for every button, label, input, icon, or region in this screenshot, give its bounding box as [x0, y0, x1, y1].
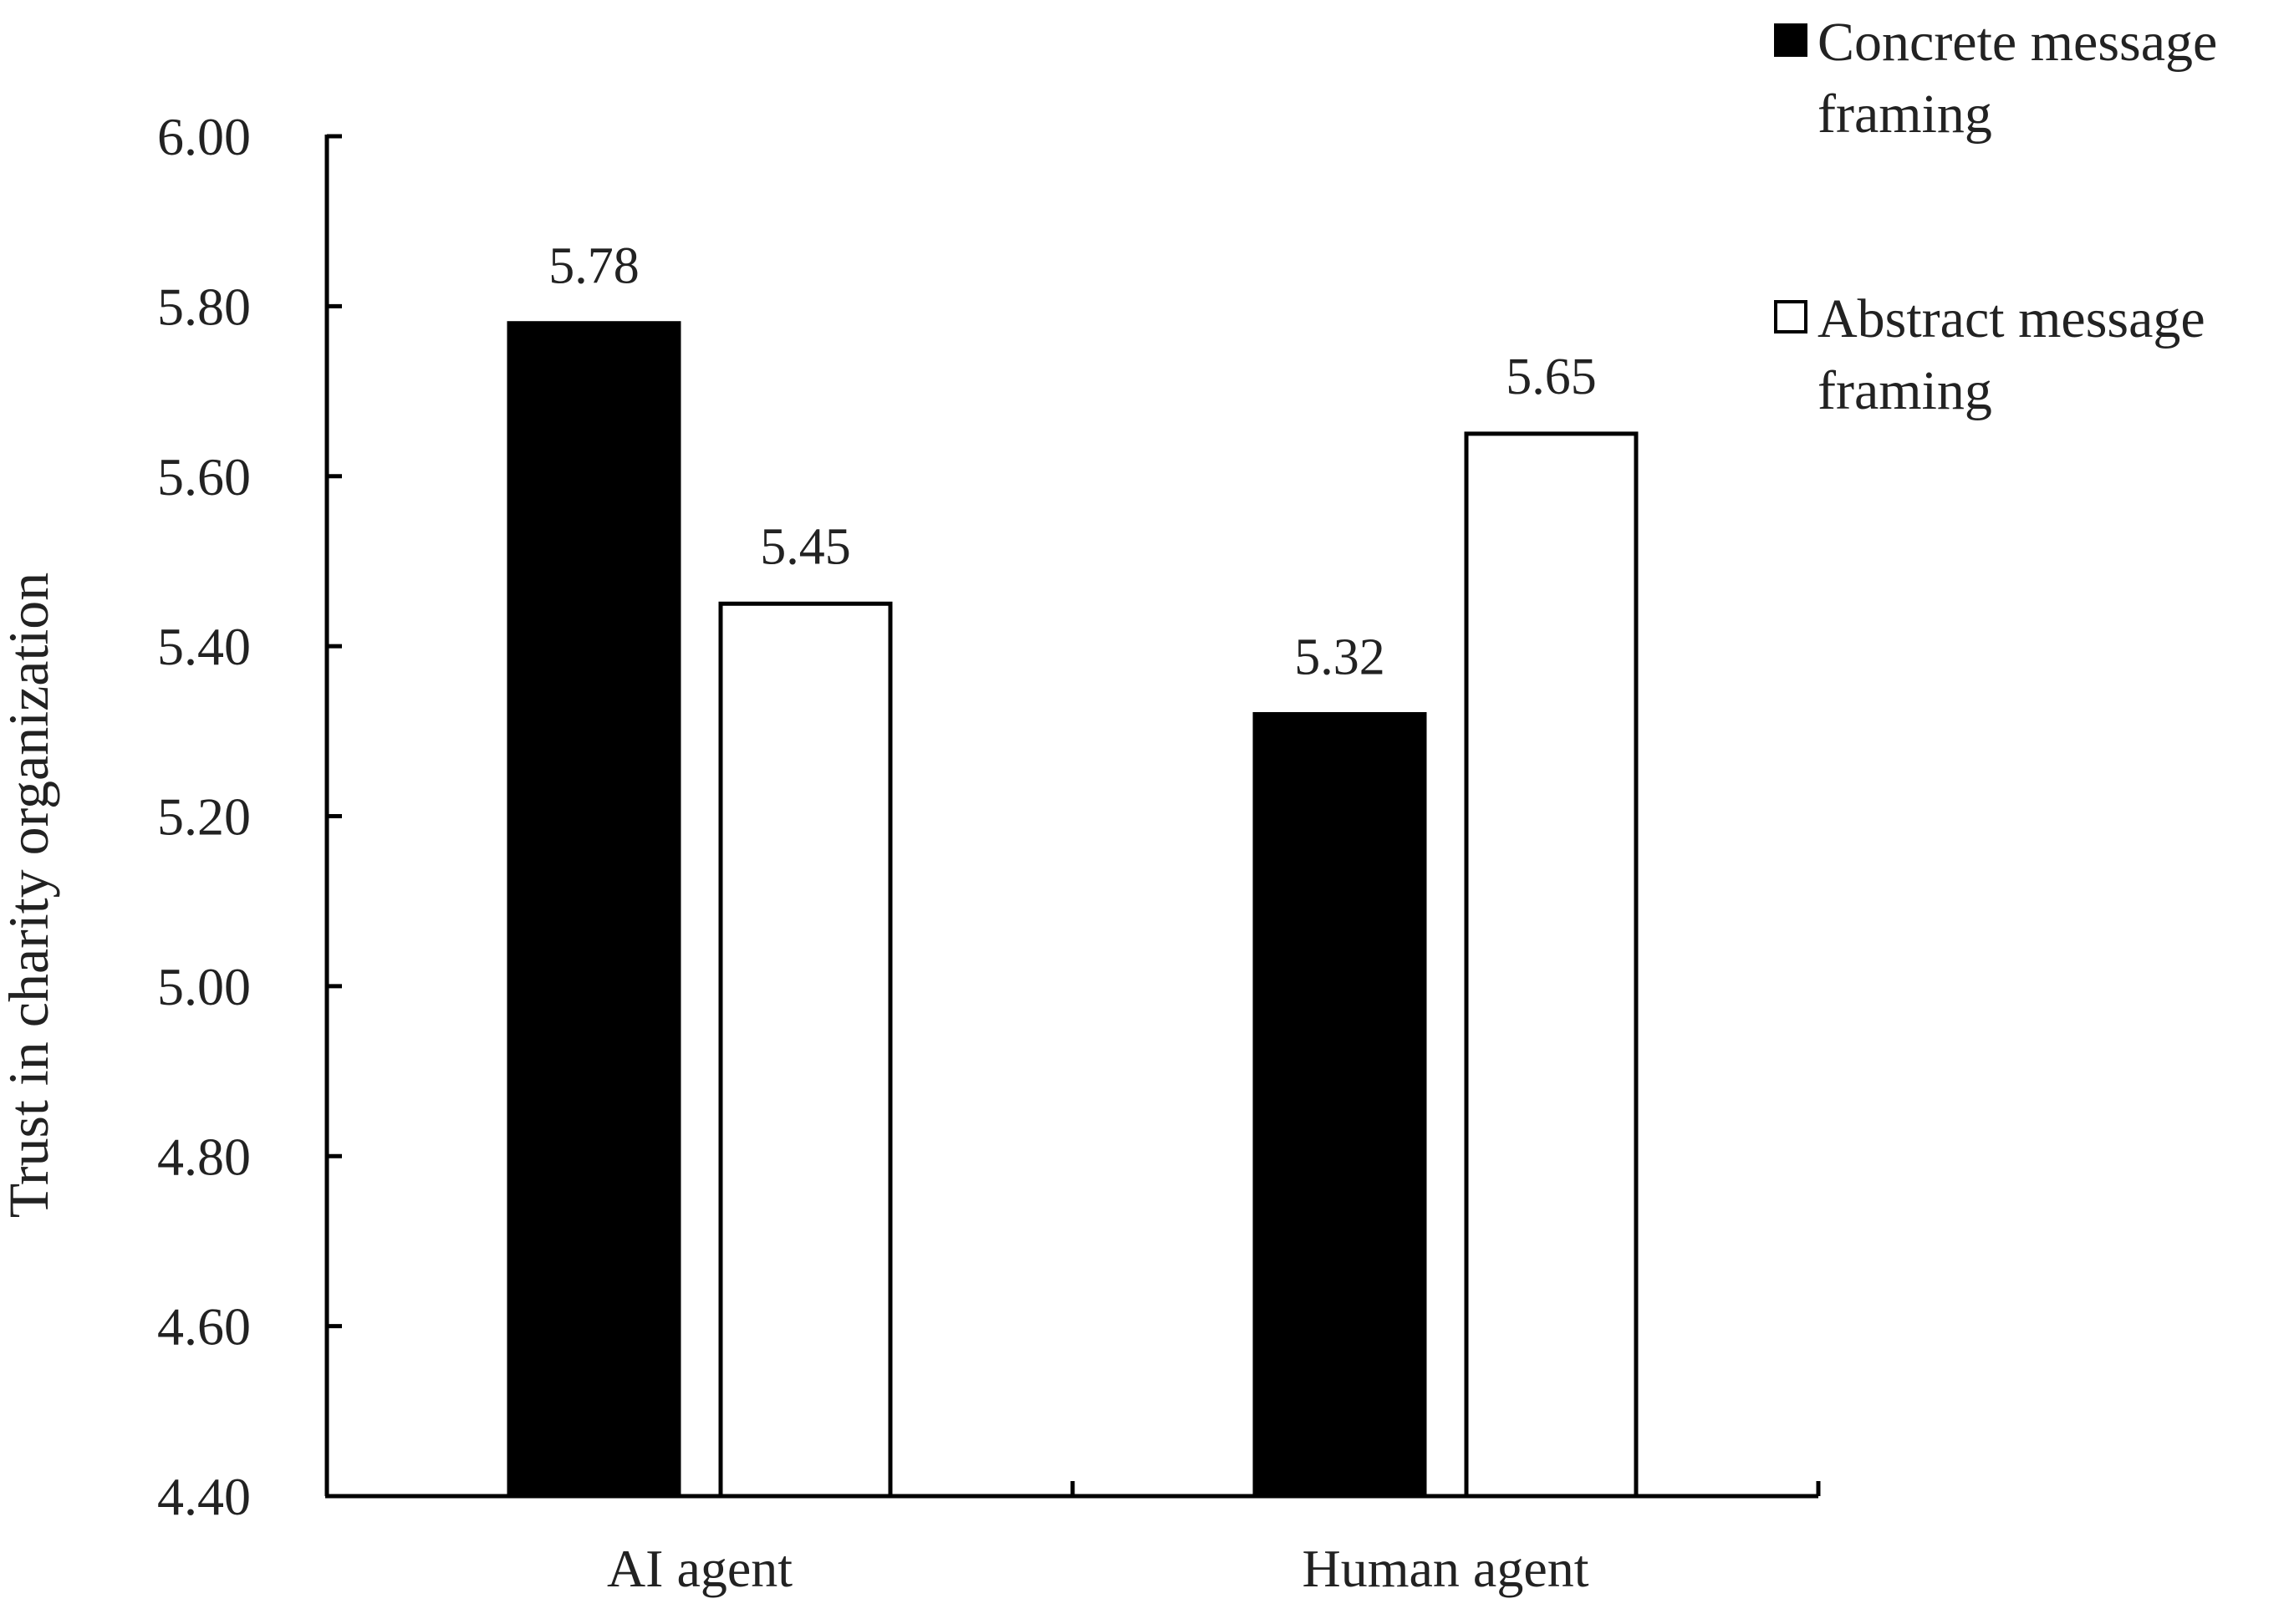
data-label: 5.45 — [760, 518, 851, 575]
legend-swatch — [1774, 23, 1807, 57]
y-tick-label: 4.40 — [157, 1467, 251, 1526]
bar — [718, 601, 893, 1499]
legend-swatch — [1774, 300, 1807, 333]
y-axis-label: Trust in charity organization — [0, 573, 60, 1218]
data-label: 5.78 — [548, 238, 640, 295]
x-tick-label: AI agent — [607, 1539, 793, 1598]
legend-label: framing — [1817, 360, 1992, 421]
y-tick-label: 5.40 — [157, 617, 251, 676]
bars — [507, 321, 1639, 1499]
y-tick-label: 5.20 — [157, 787, 251, 847]
bar — [1464, 431, 1639, 1499]
legend: Concrete message framing Abstract message f… — [1774, 12, 2217, 421]
data-label: 5.32 — [1294, 629, 1385, 685]
bar — [1252, 711, 1427, 1499]
y-tick-label: 4.80 — [157, 1127, 251, 1186]
y-tick-label: 5.00 — [157, 957, 251, 1016]
y-tick-label: 5.60 — [157, 447, 251, 507]
y-axis-ticks: 6.00 5.80 5.60 5.40 5.20 5.00 4.80 4.60 4.40 — [157, 107, 342, 1526]
legend-label: Concrete message — [1817, 12, 2217, 73]
legend-label: framing — [1817, 84, 1992, 145]
x-axis-ticks: AI agent Human agent — [607, 1481, 1821, 1598]
y-tick-label: 4.60 — [157, 1297, 251, 1357]
x-tick-label: Human agent — [1303, 1539, 1589, 1598]
data-label: 5.65 — [1506, 349, 1597, 405]
y-tick-label: 6.00 — [157, 107, 251, 166]
legend-label: Abstract message — [1817, 288, 2205, 349]
y-tick-label: 5.80 — [157, 277, 251, 336]
bar — [507, 321, 681, 1499]
data-labels: 5.78 5.45 5.32 5.65 — [548, 238, 1597, 686]
